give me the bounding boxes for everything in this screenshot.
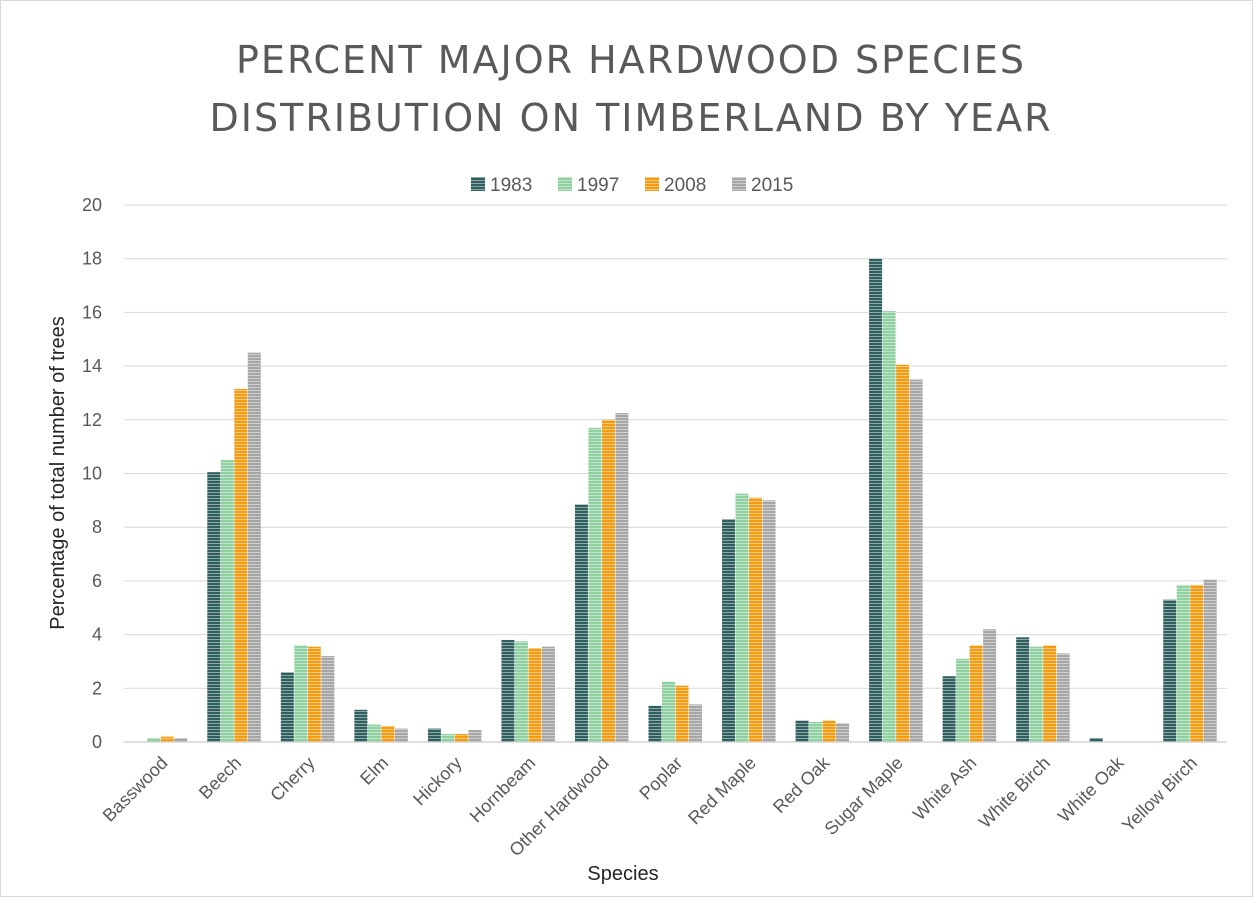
bar-1997-red-oak (809, 721, 823, 742)
bar-2015-white-birch (1056, 653, 1070, 742)
bar-2008-white-ash (969, 645, 983, 742)
x-tick-label: White Oak (1054, 752, 1128, 826)
bar-1983-hornbeam (501, 639, 515, 742)
bar-2008-yellow-birch (1190, 584, 1204, 742)
x-tick-label: White Ash (909, 753, 980, 824)
bar-1997-red-maple (735, 493, 749, 742)
y-tick-label: 18 (82, 249, 102, 269)
bar-2015-sugar-maple (909, 379, 923, 742)
bar-2008-red-maple (749, 497, 763, 742)
bar-1983-white-ash (942, 676, 956, 742)
x-tick-label: Elm (356, 753, 392, 789)
y-tick-label: 12 (82, 410, 102, 430)
y-tick-label: 10 (82, 464, 102, 484)
bar-2015-beech (247, 352, 261, 742)
x-axis-ticks: Basswood Beech Cherry Elm Hickory HornbeamOth… (99, 752, 1201, 860)
x-tick-label: White Birch (975, 753, 1054, 832)
legend-swatch-1997 (558, 177, 572, 191)
bar-2008-hornbeam (528, 648, 542, 742)
y-tick-label: 8 (92, 517, 102, 537)
bar-1983-white-oak (1089, 737, 1103, 742)
legend: 1983 1997 2008 2015 (471, 175, 793, 196)
legend-label-1997: 1997 (577, 175, 619, 196)
bar-1983-white-birch (1016, 637, 1030, 742)
x-tick-label: Hickory (409, 753, 466, 810)
legend-label-2008: 2008 (664, 175, 706, 196)
bar-1997-sugar-maple (882, 311, 896, 742)
bar-2015-elm (394, 728, 408, 742)
legend-label-1983: 1983 (490, 175, 532, 196)
bar-2008-other-hardwood (601, 419, 615, 742)
bar-2015-hornbeam (541, 646, 555, 742)
bar-1997-white-birch (1029, 646, 1043, 742)
bar-2008-red-oak (822, 720, 836, 742)
x-tick-label: Yellow Birch (1118, 753, 1201, 836)
x-tick-label: Beech (195, 753, 245, 803)
y-axis-ticks: 0 2 4 6 8 10 12 14 16 18 20 (82, 195, 102, 752)
bar-1983-hickory (427, 728, 441, 742)
bar-2008-poplar (675, 685, 689, 742)
x-tick-label: Basswood (99, 753, 172, 826)
y-tick-label: 6 (92, 571, 102, 591)
legend-label-2015: 2015 (751, 175, 793, 196)
bar-2015-red-maple (762, 500, 776, 742)
bar-2008-sugar-maple (896, 364, 910, 742)
bar-2015-yellow-birch (1203, 579, 1217, 742)
bar-1997-beech (220, 460, 234, 742)
bar-1997-poplar (662, 681, 675, 742)
y-tick-label: 2 (92, 678, 102, 698)
x-tick-label: Cherry (266, 753, 318, 805)
y-tick-label: 20 (82, 195, 102, 215)
bar-1983-sugar-maple (869, 258, 883, 742)
bar-2015-poplar (689, 704, 702, 742)
bar-2008-hickory (454, 733, 468, 742)
bar-2015-basswood (174, 737, 188, 742)
bar-1983-other-hardwood (574, 504, 588, 742)
bar-1997-yellow-birch (1176, 584, 1190, 742)
bar-1983-cherry (280, 672, 294, 742)
y-tick-label: 16 (82, 302, 102, 322)
bar-1983-red-maple (722, 519, 736, 742)
bar-1983-elm (354, 709, 368, 742)
bar-1997-basswood (147, 737, 161, 742)
bar-1997-other-hardwood (588, 427, 602, 742)
bar-2015-other-hardwood (615, 413, 629, 742)
bar-1983-red-oak (795, 720, 809, 742)
bar-2015-white-ash (983, 629, 997, 742)
bar-2008-beech (234, 388, 248, 742)
bar-1997-elm (367, 724, 381, 742)
bar-2015-hickory (468, 729, 482, 742)
x-axis-title: Species (587, 863, 658, 885)
bar-1983-yellow-birch (1163, 599, 1177, 742)
bar-2008-white-birch (1043, 645, 1057, 742)
x-tick-label: Poplar (635, 753, 686, 804)
legend-swatch-2015 (732, 177, 746, 191)
y-tick-label: 14 (82, 356, 102, 376)
bar-1997-cherry (294, 645, 308, 742)
x-tick-label: Red Oak (769, 752, 834, 817)
y-tick-label: 0 (92, 732, 102, 752)
bars (124, 258, 1227, 743)
bar-1983-beech (207, 472, 221, 742)
bar-1997-hornbeam (514, 641, 528, 742)
bar-2008-basswood (160, 736, 174, 742)
bar-2008-elm (381, 725, 395, 742)
bar-2015-cherry (321, 656, 335, 742)
bar-1997-white-ash (956, 658, 970, 742)
legend-swatch-1983 (471, 177, 485, 191)
legend-swatch-2008 (645, 177, 659, 191)
y-axis-title: Percentage of total number of trees (47, 316, 69, 630)
x-tick-label: Red Maple (684, 753, 760, 829)
bar-1983-poplar (648, 705, 662, 742)
bar-2008-cherry (307, 646, 321, 742)
x-tick-label: Sugar Maple (821, 753, 907, 839)
y-tick-label: 4 (92, 625, 102, 645)
bar-2015-red-oak (836, 723, 850, 742)
bar-1997-hickory (441, 733, 455, 742)
chart-title-line-2: DISTRIBUTION ON TIMBERLAND BY YEAR (210, 96, 1053, 140)
x-tick-label: Hornbeam (466, 753, 540, 827)
chart-title-line-1: PERCENT MAJOR HARDWOOD SPECIES (236, 38, 1026, 82)
